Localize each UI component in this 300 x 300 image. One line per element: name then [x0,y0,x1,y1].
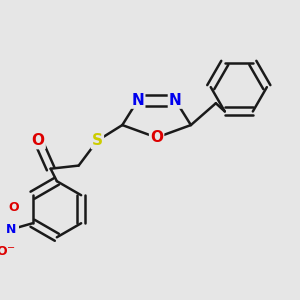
Text: N: N [5,223,16,236]
Text: O: O [0,245,7,258]
Text: N: N [169,93,182,108]
Text: O: O [8,201,19,214]
Text: N: N [131,93,144,108]
Text: S: S [92,133,103,148]
Text: O: O [150,130,163,145]
Text: −: − [7,243,15,253]
Text: O: O [32,133,45,148]
